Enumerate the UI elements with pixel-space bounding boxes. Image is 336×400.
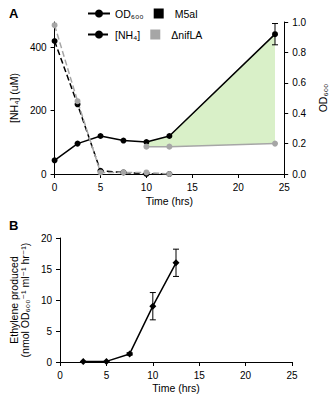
svg-text:25: 25 (286, 370, 298, 381)
svg-text:20: 20 (233, 182, 245, 193)
svg-text:5: 5 (98, 182, 104, 193)
svg-text:0.6: 0.6 (292, 77, 306, 88)
svg-text:[NH₄] (uM): [NH₄] (uM) (8, 73, 20, 123)
svg-text:OD₆₀₀: OD₆₀₀ (115, 8, 144, 20)
svg-text:0.0: 0.0 (292, 169, 306, 180)
svg-text:20: 20 (41, 233, 53, 244)
svg-text:ΔnifLA: ΔnifLA (171, 29, 202, 41)
svg-text:15: 15 (41, 264, 53, 275)
svg-text:10: 10 (147, 370, 159, 381)
svg-text:0: 0 (52, 182, 58, 193)
svg-text:400: 400 (30, 42, 47, 53)
svg-text:5: 5 (104, 370, 110, 381)
svg-text:0.2: 0.2 (292, 138, 306, 149)
svg-text:15: 15 (194, 370, 206, 381)
svg-text:0: 0 (57, 370, 63, 381)
svg-text:200: 200 (30, 105, 47, 116)
svg-text:0: 0 (46, 357, 52, 368)
svg-text:1.0: 1.0 (292, 17, 306, 28)
svg-text:B: B (9, 218, 18, 233)
svg-text:0: 0 (41, 169, 47, 180)
svg-text:A: A (9, 6, 19, 21)
svg-text:Time (hrs): Time (hrs) (152, 382, 199, 394)
svg-text:(nmol OD₆₀₀⁻¹ ml⁻¹ hr⁻¹): (nmol OD₆₀₀⁻¹ ml⁻¹ hr⁻¹) (19, 243, 31, 358)
svg-text:25: 25 (279, 182, 291, 193)
svg-text:15: 15 (187, 182, 199, 193)
svg-text:0.4: 0.4 (292, 108, 306, 119)
svg-text:OD₆₀₀: OD₆₀₀ (317, 84, 329, 113)
svg-text:20: 20 (240, 370, 252, 381)
svg-text:10: 10 (141, 182, 153, 193)
svg-text:Ethylene produced: Ethylene produced (7, 256, 20, 344)
svg-text:[NH₄]: [NH₄] (115, 29, 140, 41)
svg-text:0.8: 0.8 (292, 47, 306, 58)
svg-text:M5al: M5al (175, 8, 198, 20)
svg-text:Time (hrs): Time (hrs) (146, 195, 193, 207)
svg-text:10: 10 (41, 295, 53, 306)
svg-text:5: 5 (46, 326, 52, 337)
